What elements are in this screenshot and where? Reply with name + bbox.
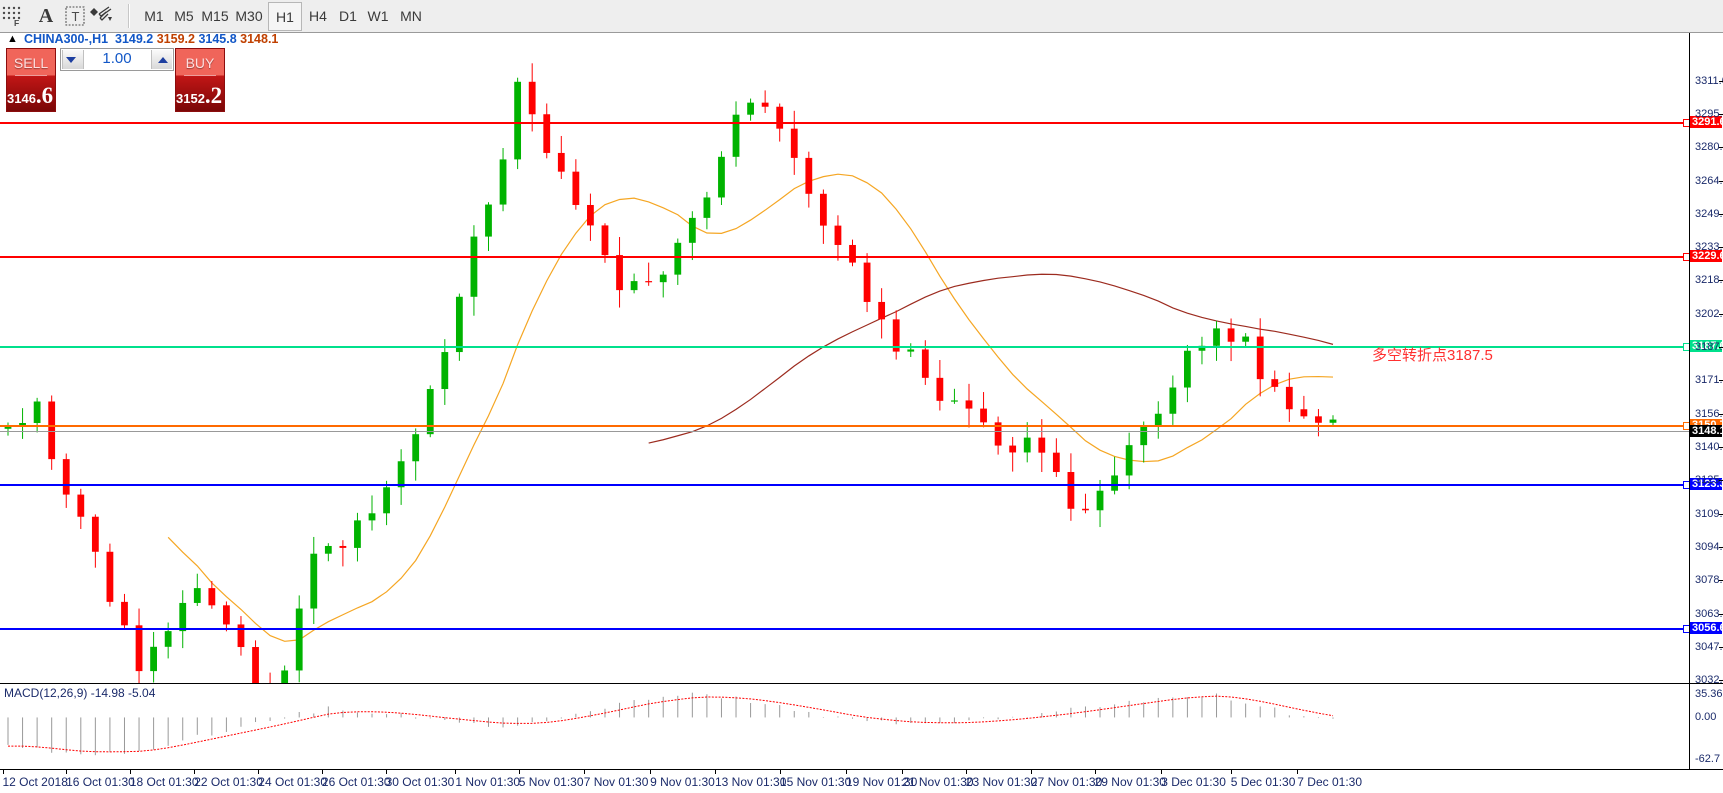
svg-text:F: F — [14, 18, 19, 27]
svg-text:T: T — [72, 9, 80, 24]
